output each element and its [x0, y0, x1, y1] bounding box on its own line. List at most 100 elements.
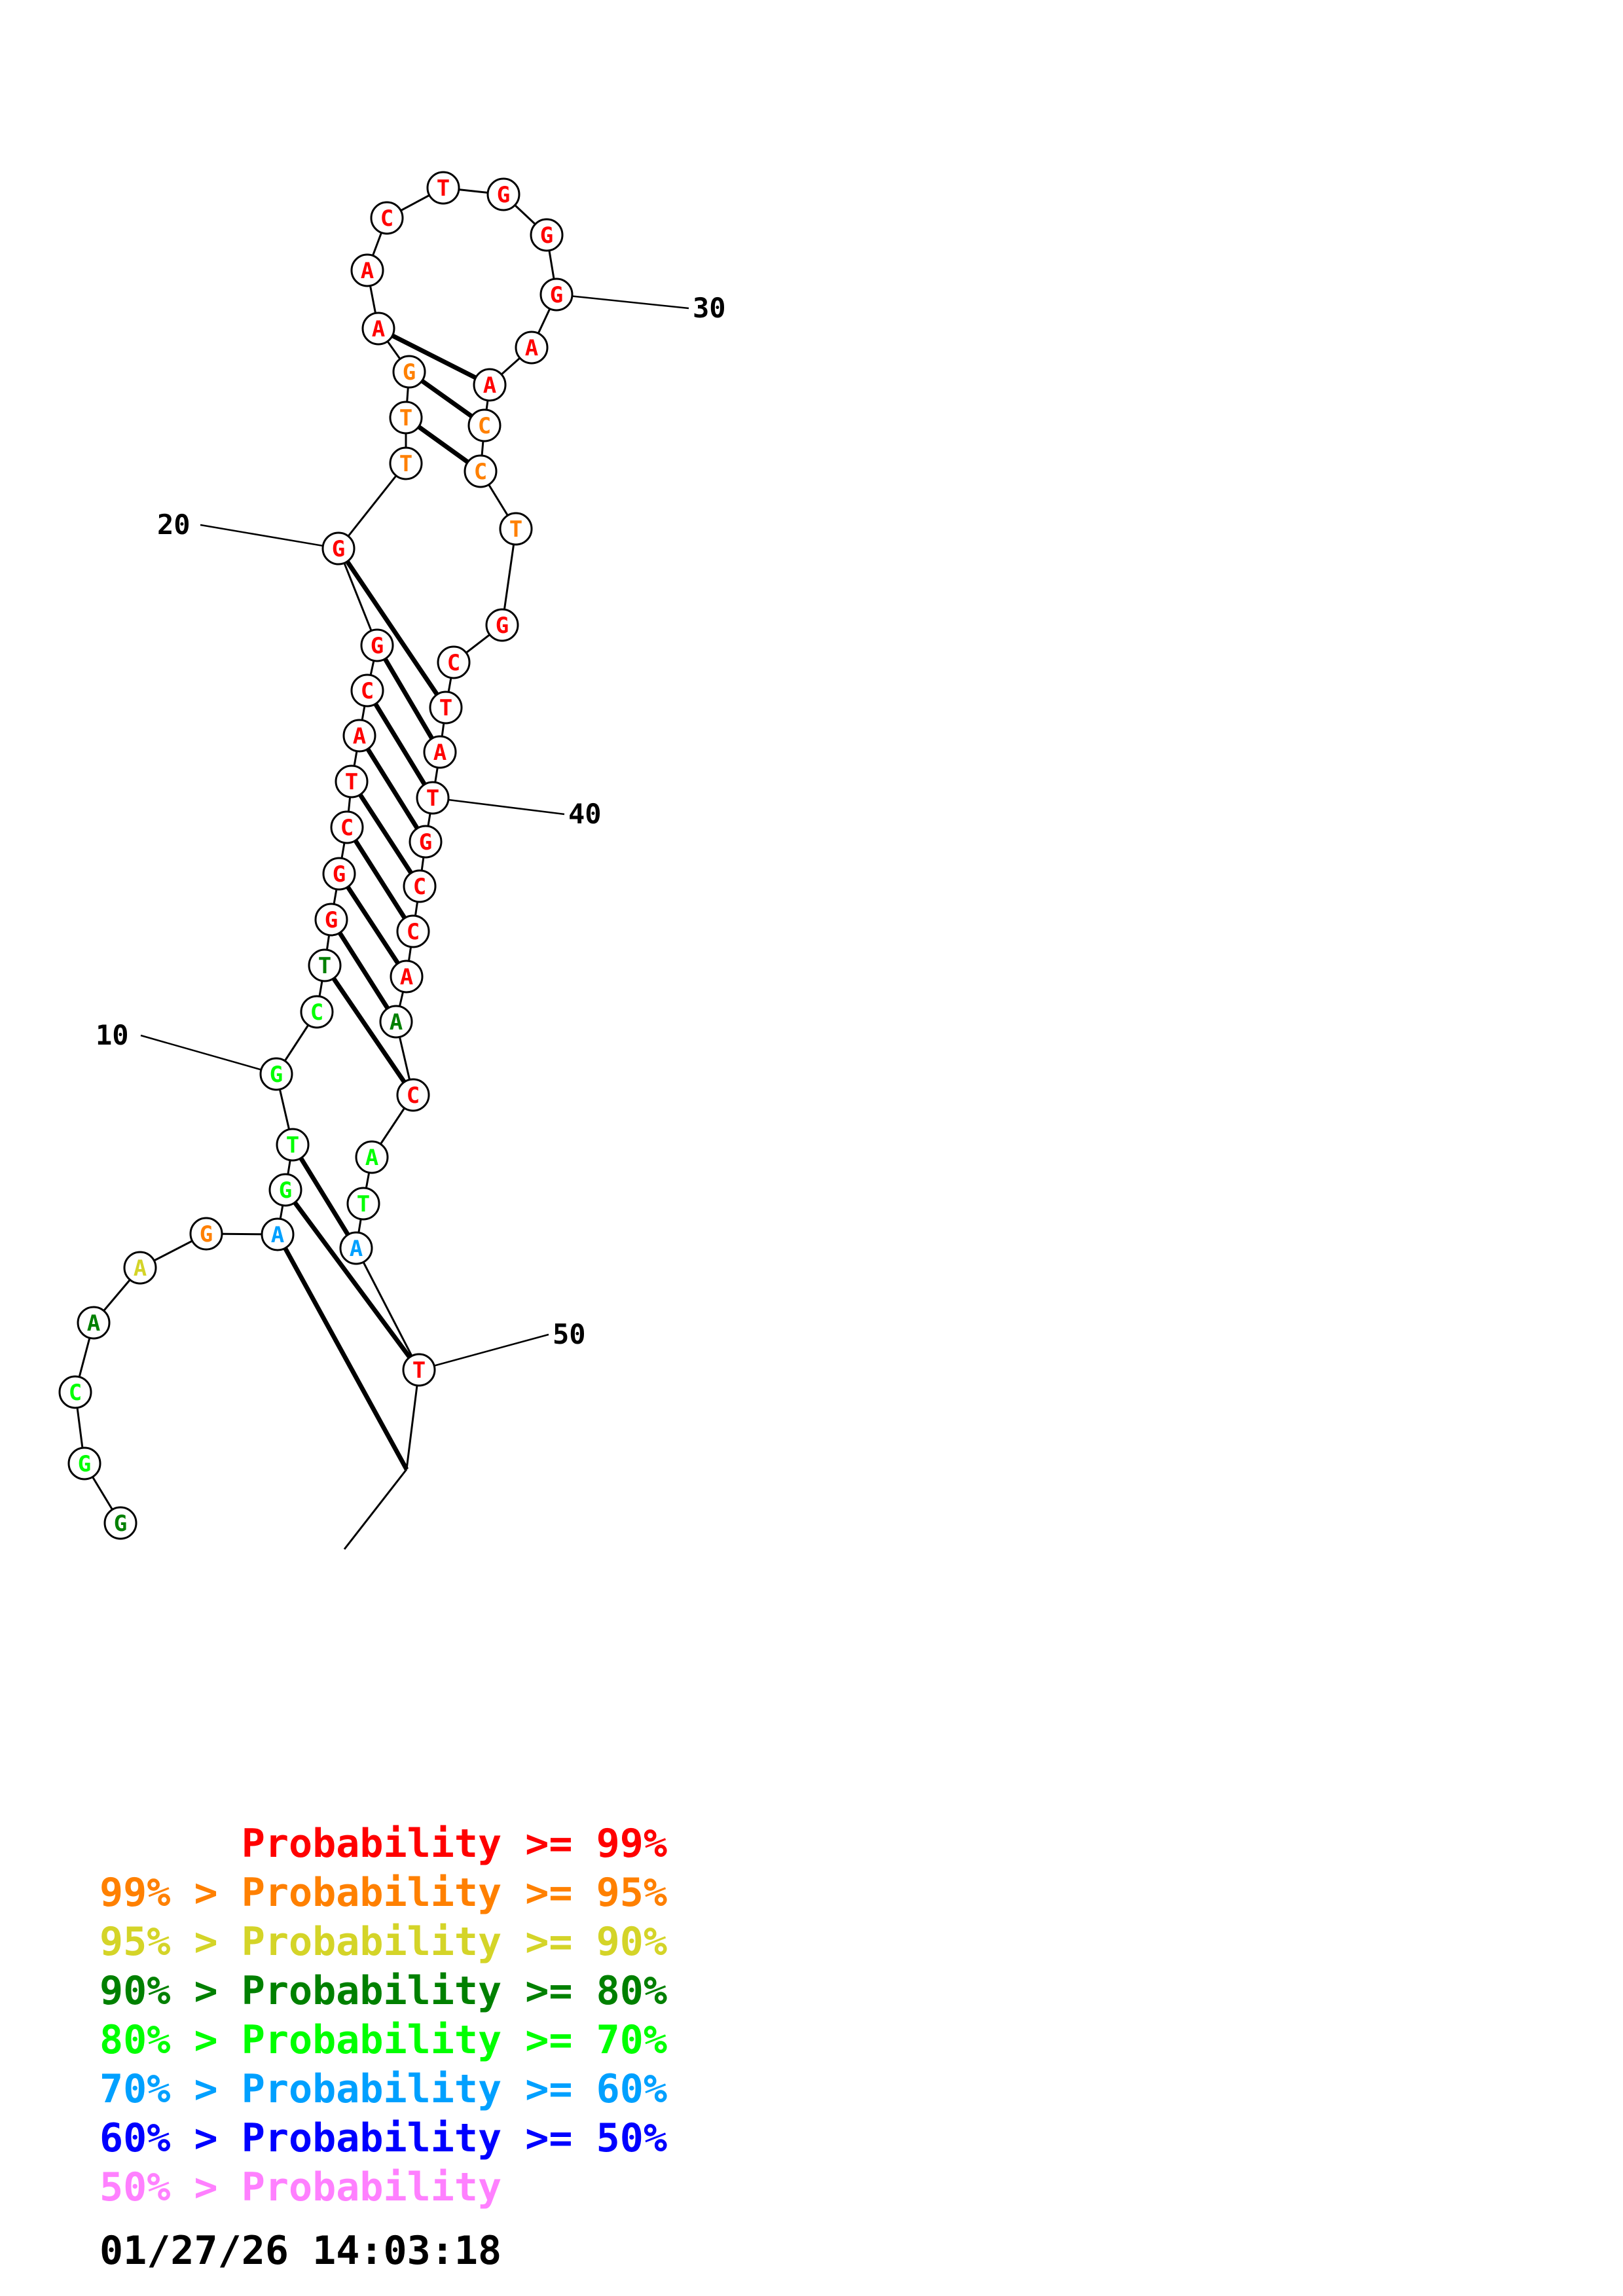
- nucleotide-letter: A: [353, 723, 366, 749]
- nucleotide: T: [335, 764, 369, 798]
- legend-label: Probability >= 70%: [241, 2017, 667, 2063]
- legend-label: Probability: [241, 2164, 502, 2210]
- nucleotide-letter: C: [69, 1380, 82, 1406]
- position-label: 20: [157, 509, 191, 541]
- base-pair-line: [329, 918, 398, 1023]
- nucleotide-circle: [350, 673, 384, 708]
- nucleotide: T: [389, 446, 423, 480]
- nucleotide-letter: T: [345, 769, 358, 795]
- nucleotide: C: [437, 645, 471, 679]
- nucleotide: G: [539, 278, 574, 312]
- legend-prefix: 90% >: [100, 1968, 242, 2014]
- base-pair-line: [374, 644, 443, 753]
- nucleotide-circle: [402, 1353, 436, 1387]
- nucleotide-letter: G: [279, 1177, 292, 1204]
- backbone-segment: [337, 548, 378, 646]
- legend-prefix: 50% >: [100, 2164, 242, 2210]
- position-tick: [200, 524, 339, 550]
- nucleotide-letter: C: [380, 206, 393, 232]
- nucleotide: C: [58, 1375, 92, 1409]
- nucleotide: A: [342, 719, 376, 753]
- position-tick: [140, 1034, 277, 1075]
- nucleotide: C: [350, 673, 384, 708]
- nucleotide-circle: [268, 1173, 302, 1207]
- position-ticks: 10 20 30 40 50: [96, 292, 726, 1371]
- nucleotide: A: [423, 735, 457, 769]
- nucleotide-circle: [259, 1057, 293, 1091]
- nucleotide-letter: C: [340, 815, 354, 841]
- nucleotide-letter: A: [372, 316, 385, 342]
- nucleotide-circle: [423, 735, 457, 769]
- nucleotide: A: [379, 1005, 413, 1039]
- legend-label: Probability >= 80%: [241, 1968, 667, 2014]
- nucleotide-letter: T: [412, 1357, 426, 1384]
- base-pair-line: [337, 872, 409, 978]
- nucleotide-circle: [464, 454, 498, 488]
- timestamp: 01/27/26 14:03:18: [100, 2228, 502, 2274]
- nucleotide-circle: [539, 278, 574, 312]
- nucleotide-circle: [409, 825, 443, 859]
- legend-row: 90% > Probability >= 80%: [100, 1967, 667, 2016]
- legend-row: 99% > Probability >= 95%: [100, 1869, 667, 1918]
- nucleotide-circle: [429, 691, 463, 725]
- nucleotide-letter: C: [474, 459, 487, 485]
- legend-label: Probability >= 95%: [241, 1870, 667, 1916]
- nucleotide-letter: C: [413, 874, 426, 900]
- base-pair-line: [345, 826, 415, 933]
- nucleotide-circle: [396, 914, 430, 948]
- nucleotide-letter: G: [270, 1062, 283, 1088]
- base-pair-line: [323, 964, 415, 1096]
- base-pair-line: [377, 326, 491, 387]
- nucleotide-circle: [403, 869, 437, 903]
- nucleotide-circle: [530, 218, 564, 252]
- nucleotide: T: [402, 1353, 436, 1387]
- nucleotide-circle: [321, 531, 356, 565]
- nucleotide-letter: A: [525, 335, 538, 361]
- nucleotide: C: [396, 914, 430, 948]
- nucleotide-circle: [123, 1251, 157, 1285]
- nucleotide: T: [499, 512, 533, 546]
- nucleotide: A: [339, 1231, 373, 1265]
- nucleotide-circle: [485, 608, 519, 642]
- nucleotide: C: [396, 1078, 430, 1112]
- nucleotide-letter: A: [483, 372, 496, 399]
- nucleotide: C: [467, 408, 501, 442]
- nucleotide-circle: [499, 512, 533, 546]
- legend-prefix: 99% >: [100, 1870, 242, 1916]
- nucleotide-letter: T: [399, 405, 412, 431]
- legend-prefix: [100, 1821, 242, 1867]
- nucleotide-circle: [308, 948, 342, 982]
- nucleotide-letter: T: [439, 695, 452, 721]
- nucleotide-circle: [389, 401, 423, 435]
- nucleotide: G: [322, 857, 356, 891]
- nucleotide-letter: T: [437, 175, 450, 202]
- position-label: 40: [568, 798, 602, 830]
- nucleotide-letter: A: [134, 1255, 147, 1282]
- nucleotide: A: [261, 1217, 295, 1251]
- nucleotide: G: [189, 1217, 223, 1251]
- nucleotide-circle: [342, 719, 376, 753]
- nucleotide: G: [409, 825, 443, 859]
- nucleotide-letter: G: [114, 1511, 127, 1537]
- nucleotide-letter: G: [550, 282, 563, 308]
- nucleotide: G: [321, 531, 356, 565]
- nucleotide-circle: [322, 857, 356, 891]
- nucleotide-circle: [360, 628, 394, 662]
- nucleotide-letter: T: [399, 451, 412, 477]
- legend-row: Probability >= 99%: [100, 1820, 667, 1869]
- legend-label: Probability >= 90%: [241, 1919, 667, 1965]
- nucleotide: G: [530, 218, 564, 252]
- nucleotide: G: [392, 355, 426, 389]
- legend-row: 80% > Probability >= 70%: [100, 2016, 667, 2065]
- nucleotide-circle: [390, 960, 424, 994]
- nucleotide-letter: A: [361, 258, 374, 284]
- nucleotide-letter: C: [407, 1083, 420, 1109]
- nucleotide-circle: [426, 171, 460, 205]
- nucleotide-circle: [392, 355, 426, 389]
- nucleotide-letter: G: [333, 861, 346, 888]
- nucleotide: A: [123, 1251, 157, 1285]
- legend-label: Probability >= 50%: [241, 2115, 667, 2161]
- nucleotide-circle: [103, 1506, 137, 1540]
- nucleotide-letter: T: [286, 1132, 299, 1158]
